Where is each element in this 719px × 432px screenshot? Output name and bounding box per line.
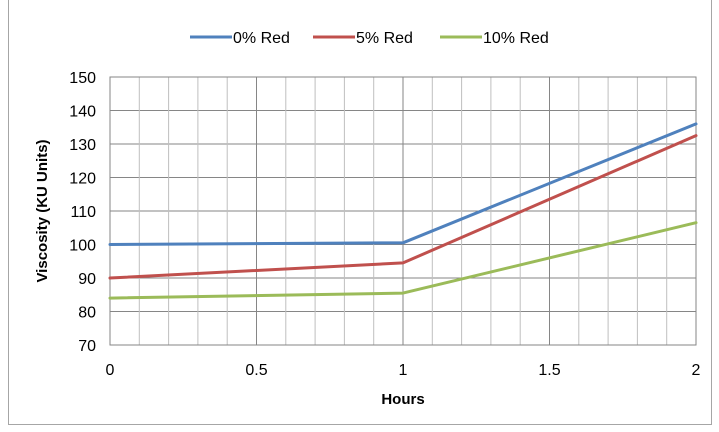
x-axis-label: Hours <box>381 391 424 408</box>
chart-frame <box>8 0 712 425</box>
x-tick-label: 2 <box>692 362 701 379</box>
y-tick-label: 120 <box>69 171 96 188</box>
x-axis-ticks: 0 0.5 1 1.5 2 <box>106 362 701 379</box>
series-line-1 <box>108 122 698 246</box>
series-line-2 <box>108 134 698 280</box>
y-tick-label: 90 <box>78 271 96 288</box>
legend-label: 0% Red <box>233 30 290 47</box>
y-tick-label: 100 <box>69 238 96 255</box>
y-tick-label: 70 <box>78 338 96 355</box>
x-tick-label: 1.5 <box>538 362 560 379</box>
legend-label: 10% Red <box>483 30 549 47</box>
y-tick-label: 80 <box>78 305 96 322</box>
y-tick-label: 110 <box>70 204 96 221</box>
x-tick-label: 1 <box>399 362 408 379</box>
legend: 0% Red 5% Red 10% Red <box>190 30 549 47</box>
x-tick-label: 0.5 <box>245 362 267 379</box>
y-axis-label: Viscosity (KU Units) <box>34 139 51 282</box>
x-tick-label: 0 <box>106 362 115 379</box>
y-tick-label: 130 <box>69 137 96 154</box>
series-lines <box>108 122 698 300</box>
plot-area <box>109 76 697 346</box>
y-tick-label: 150 <box>69 70 96 87</box>
grid <box>110 76 696 346</box>
y-tick-label: 140 <box>69 104 96 121</box>
y-axis-ticks: 70 80 90 100 110 120 130 140 150 <box>69 70 96 355</box>
series-line-3 <box>108 221 698 300</box>
legend-label: 5% Red <box>356 30 413 47</box>
